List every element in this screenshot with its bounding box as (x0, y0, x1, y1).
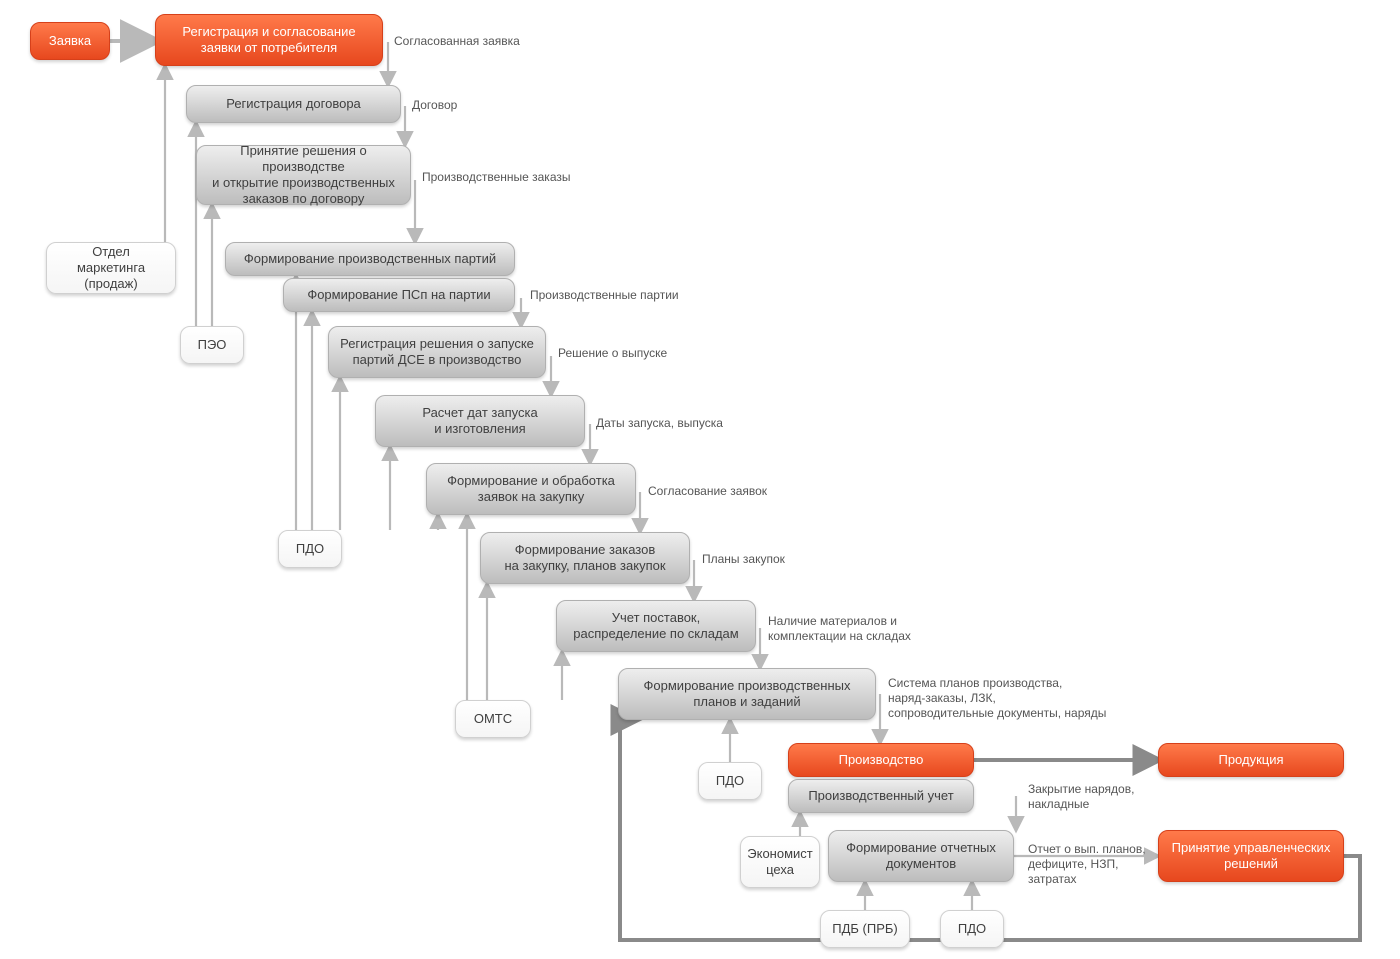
node-n_reg_req: Регистрация и согласование заявки от пот… (155, 14, 383, 66)
flowchart-canvas: { "meta": { "type": "flowchart", "width"… (0, 0, 1400, 959)
node-n_purch_req: Формирование и обработка заявок на закуп… (426, 463, 636, 515)
edge-label-l9: Наличие материалов и комплектации на скл… (768, 614, 911, 644)
node-n_psp: Формирование ПСп на партии (283, 278, 515, 312)
node-d_marketing: Отдел маркетинга (продаж) (46, 242, 176, 294)
node-n_request: Заявка (30, 22, 110, 60)
edge-label-l10: Система планов производства, наряд-заказ… (888, 676, 1106, 721)
edge-label-l11: Закрытие нарядов, накладные (1028, 782, 1134, 812)
node-n_dates: Расчет дат запуска и изготовления (375, 395, 585, 447)
node-d_omts: ОМТС (455, 700, 531, 738)
node-d_econ: Экономист цеха (740, 836, 820, 888)
edge-label-l6: Даты запуска, выпуска (596, 416, 723, 431)
edge-label-l1: Согласованная заявка (394, 34, 520, 49)
node-n_mgmt: Принятие управленческих решений (1158, 830, 1344, 882)
node-d_peo: ПЭО (180, 326, 244, 364)
node-d_pdo3: ПДО (940, 910, 1004, 948)
node-d_pdo1: ПДО (278, 530, 342, 568)
edge-label-l5: Решение о выпуске (558, 346, 667, 361)
node-n_batches: Формирование производственных партий (225, 242, 515, 276)
node-d_pdo2: ПДО (698, 762, 762, 800)
edge-label-l12: Отчет о вып. планов, дефиците, НЗП, затр… (1028, 842, 1146, 887)
edge-label-l2: Договор (412, 98, 457, 113)
node-n_product: Продукция (1158, 743, 1344, 777)
edge-label-l8: Планы закупок (702, 552, 785, 567)
node-n_prod_acc: Производственный учет (788, 779, 974, 813)
node-n_purch_ord: Формирование заказов на закупку, планов … (480, 532, 690, 584)
edge-label-l7: Согласование заявок (648, 484, 767, 499)
node-n_reg_dog: Регистрация договора (186, 85, 401, 123)
node-n_reg_launch: Регистрация решения о запуске партий ДСЕ… (328, 326, 546, 378)
node-n_plans: Формирование производственных планов и з… (618, 668, 876, 720)
node-n_reports: Формирование отчетных документов (828, 830, 1014, 882)
node-n_supply: Учет поставок, распределение по складам (556, 600, 756, 652)
node-n_decision: Принятие решения о производстве и открыт… (196, 145, 411, 205)
node-n_prod: Производство (788, 743, 974, 777)
edge-label-l4: Производственные партии (530, 288, 679, 303)
node-d_pdb: ПДБ (ПРБ) (820, 910, 910, 948)
edge-label-l3: Производственные заказы (422, 170, 570, 185)
